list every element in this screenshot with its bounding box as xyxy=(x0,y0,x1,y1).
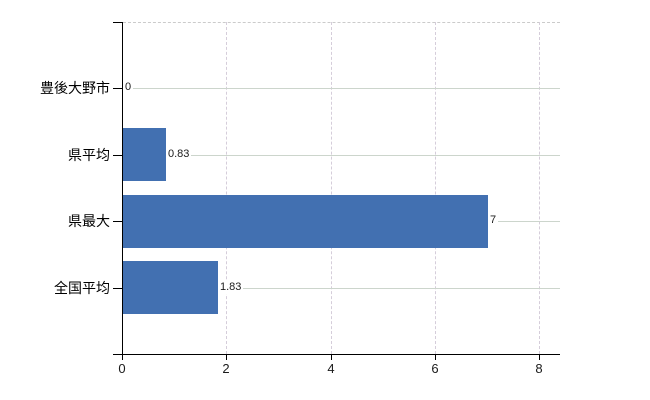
x-axis-tick xyxy=(435,354,436,360)
plot-top-border xyxy=(123,22,560,23)
vertical-gridline xyxy=(435,22,436,354)
x-tick-label: 6 xyxy=(431,361,439,376)
horizontal-gridline xyxy=(123,88,560,89)
x-axis-tick xyxy=(331,354,332,360)
bar xyxy=(123,128,166,181)
y-axis-line xyxy=(122,22,123,354)
x-tick-label: 4 xyxy=(327,361,335,376)
x-tick-label: 0 xyxy=(118,361,126,376)
horizontal-gridline xyxy=(123,155,560,156)
category-label: 県最大 xyxy=(68,213,110,229)
bar xyxy=(123,195,488,248)
x-axis-tick xyxy=(122,354,123,360)
bar-value-label: 1.83 xyxy=(218,281,244,294)
bar xyxy=(123,261,218,314)
bar-value-label: 0 xyxy=(123,81,134,94)
y-axis-tick xyxy=(113,88,122,89)
category-label: 全国平均 xyxy=(54,280,110,296)
x-tick-label: 8 xyxy=(535,361,543,376)
bar-value-label: 0.83 xyxy=(166,148,192,161)
vertical-gridline xyxy=(331,22,332,354)
vertical-gridline xyxy=(226,22,227,354)
y-axis-tick xyxy=(113,288,122,289)
y-axis-tick xyxy=(113,155,122,156)
x-axis-line xyxy=(113,354,560,355)
y-axis-tick xyxy=(113,221,122,222)
x-axis-tick xyxy=(226,354,227,360)
vertical-gridline xyxy=(539,22,540,354)
category-label: 豊後大野市 xyxy=(40,80,110,96)
x-tick-label: 2 xyxy=(222,361,230,376)
horizontal-gridline xyxy=(123,288,560,289)
category-label: 県平均 xyxy=(68,147,110,163)
bar-value-label: 7 xyxy=(488,214,499,227)
x-axis-tick xyxy=(539,354,540,360)
y-axis-tick xyxy=(113,22,122,23)
